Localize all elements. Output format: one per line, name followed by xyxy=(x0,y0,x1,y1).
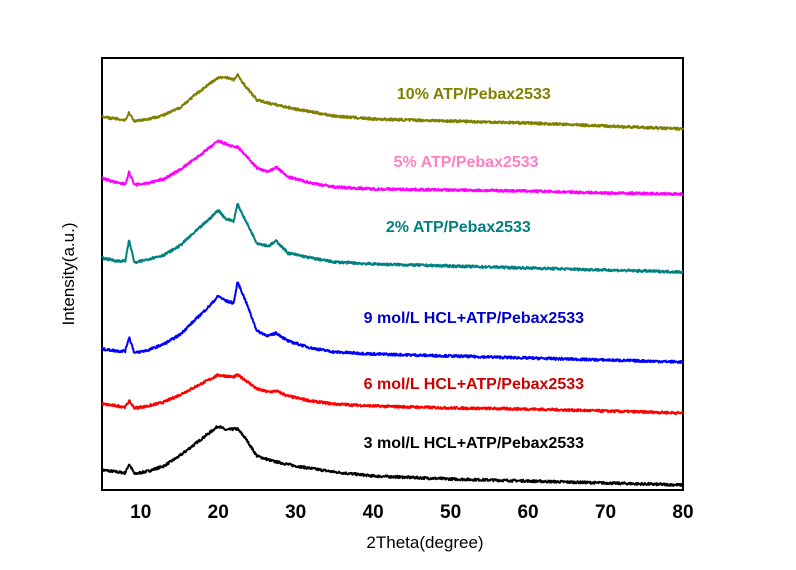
y-axis-label: Intensity(a.u.) xyxy=(59,223,78,326)
x-tick-label: 50 xyxy=(440,502,461,523)
plot-frame xyxy=(101,57,684,491)
series-label-2: 5% ATP/Pebax2533 xyxy=(394,154,539,171)
series-layer xyxy=(101,73,684,487)
x-tick-label: 10 xyxy=(130,502,151,523)
series-line-3 xyxy=(101,281,684,364)
x-tick-label: 60 xyxy=(517,502,538,523)
x-tick-label: 40 xyxy=(363,502,384,523)
series-line-5 xyxy=(101,139,684,197)
series-label-5: 6 mol/L HCL+ATP/Pebax2533 xyxy=(364,376,584,393)
x-tick-label: 70 xyxy=(595,502,616,523)
x-tick-label: 80 xyxy=(672,502,693,523)
series-label-4: 9 mol/L HCL+ATP/Pebax2533 xyxy=(364,310,584,327)
x-tick-label: 30 xyxy=(285,502,306,523)
x-tick-labels: 10 20 30 40 50 60 70 80 xyxy=(130,502,693,523)
series-line-1 xyxy=(101,425,684,487)
series-line-2 xyxy=(101,373,684,415)
series-line-6 xyxy=(101,73,684,132)
series-labels: 10% ATP/Pebax2533 5% ATP/Pebax2533 2% ATP/… xyxy=(364,86,584,452)
x-axis-label: 2Theta(degree) xyxy=(366,533,483,552)
x-tick-label: 20 xyxy=(208,502,229,523)
series-label-1: 10% ATP/Pebax2533 xyxy=(397,86,551,103)
series-label-6: 3 mol/L HCL+ATP/Pebax2533 xyxy=(364,435,584,452)
series-line-4 xyxy=(101,203,684,274)
series-label-3: 2% ATP/Pebax2533 xyxy=(386,219,531,236)
